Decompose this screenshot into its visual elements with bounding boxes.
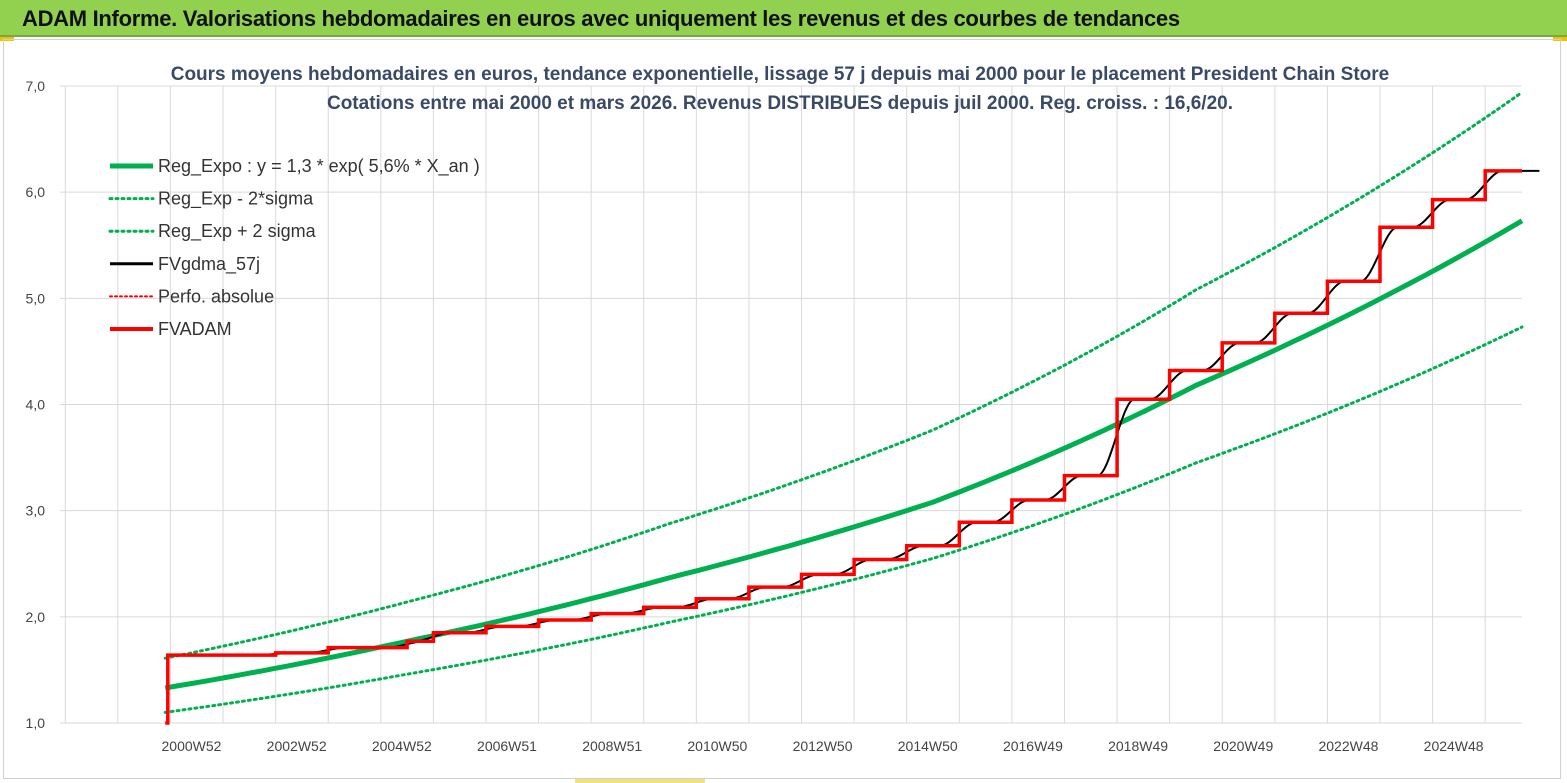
y-tick-label: 5,0	[26, 290, 46, 306]
gridlines	[60, 85, 1522, 724]
y-axis-ticks: 1,0 2,0 3,0 4,0 5,0 6,0 7,0	[26, 78, 46, 731]
series-fvadam	[165, 169, 1522, 725]
y-tick-label: 6,0	[26, 184, 46, 200]
legend-label: FVADAM	[158, 319, 232, 339]
series-layer	[163, 90, 1540, 725]
legend-label: Reg_Expo : y = 1,3 * exp( 5,6% * X_an )	[158, 156, 480, 177]
chart-frame	[3, 39, 1561, 779]
x-tick-label: 2016W49	[1003, 738, 1063, 754]
x-tick-label: 2000W52	[162, 738, 222, 754]
x-tick-label: 2002W52	[267, 738, 327, 754]
series-reg-plus-2sigma	[163, 90, 1524, 660]
legend-label: Reg_Exp + 2 sigma	[158, 221, 317, 242]
chart-title: Cours moyens hebdomadaires en euros, ten…	[171, 64, 1390, 85]
x-tick-label: 2004W52	[372, 738, 432, 754]
x-tick-label: 2012W50	[793, 738, 853, 754]
chart-subtitle: Cotations entre mai 2000 et mars 2026. R…	[327, 93, 1233, 114]
series-fvgdma-57j	[167, 169, 1540, 657]
legend: Reg_Expo : y = 1,3 * exp( 5,6% * X_an ) R…	[108, 156, 480, 339]
series-reg-expo	[164, 218, 1524, 691]
x-tick-label: 2018W49	[1108, 738, 1168, 754]
x-tick-label: 2024W48	[1424, 738, 1484, 754]
x-tick-label: 2022W48	[1318, 738, 1378, 754]
legend-label: Perfo. absolue	[158, 286, 274, 306]
y-tick-label: 2,0	[26, 609, 46, 625]
page-title: ADAM Informe. Valorisations hebdomadaire…	[22, 6, 1180, 31]
bottom-strip	[0, 779, 1567, 783]
y-tick-label: 3,0	[26, 503, 46, 519]
header-banner: ADAM Informe. Valorisations hebdomadaire…	[0, 0, 1567, 37]
x-axis-ticks: 2000W52 2002W52 2004W52 2006W51 2008W51 2010W…	[162, 738, 1484, 754]
y-tick-label: 1,0	[26, 715, 46, 731]
x-tick-label: 2006W51	[477, 738, 537, 754]
x-tick-label: 2010W50	[687, 738, 747, 754]
y-tick-label: 4,0	[26, 397, 46, 413]
y-tick-label: 7,0	[26, 78, 46, 94]
x-tick-label: 2020W49	[1213, 738, 1273, 754]
bottom-mark	[575, 779, 705, 783]
x-tick-label: 2008W51	[582, 738, 642, 754]
legend-label: FVgdma_57j	[158, 254, 260, 275]
x-tick-label: 2014W50	[898, 738, 958, 754]
legend-label: Reg_Exp - 2*sigma	[158, 189, 314, 210]
series-reg-minus-2sigma	[163, 325, 1524, 714]
